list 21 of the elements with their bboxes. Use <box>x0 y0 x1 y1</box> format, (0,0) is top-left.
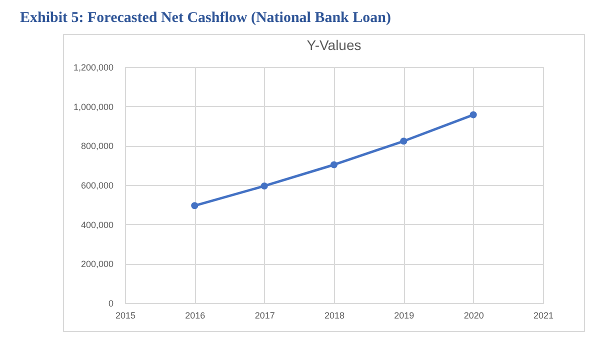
point <box>400 138 408 145</box>
point <box>191 202 198 210</box>
x-tick-label: 2017 <box>254 310 275 320</box>
y-tick-label: 1,000,000 <box>73 102 114 112</box>
point <box>470 111 477 118</box>
x-tick-label: 2018 <box>324 310 345 320</box>
y-tick-label: 0 <box>108 298 114 308</box>
y-tick-label: 200,000 <box>80 259 114 270</box>
chart-subtitle: Y-Values <box>306 37 362 53</box>
x-tick-label: 2020 <box>464 310 484 320</box>
x-tick-label: 2021 <box>533 310 554 320</box>
y-tick-label: 400,000 <box>80 220 114 230</box>
y-tick-label: 600,000 <box>80 180 114 190</box>
y-tick-label: 800,000 <box>80 141 114 152</box>
x-tick-label: 2015 <box>115 310 136 320</box>
point <box>330 161 338 168</box>
chart-title: Exhibit 5: Forecasted Net Cashflow (National Bank Loan) <box>20 10 391 27</box>
x-tick-label: 2019 <box>394 310 414 320</box>
y-tick-label: 1,200,000 <box>73 62 114 72</box>
x-tick-label: 2016 <box>185 310 206 320</box>
point <box>260 182 268 190</box>
